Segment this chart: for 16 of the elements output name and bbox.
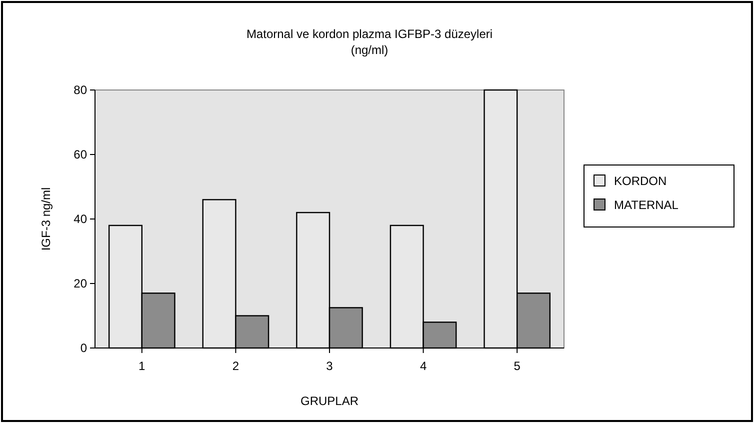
chart-subtitle: (ng/ml) xyxy=(350,43,388,57)
x-axis-title: GRUPLAR xyxy=(300,394,359,408)
x-tick-label: 4 xyxy=(420,359,427,373)
y-tick-label: 0 xyxy=(80,341,88,355)
legend-label: MATERNAL xyxy=(614,198,679,212)
chart-title: Matornal ve kordon plazma IGFBP-3 düzeyleri xyxy=(246,27,493,41)
y-axis-title: IGF-3 ng/ml xyxy=(39,187,53,251)
x-tick-label: 3 xyxy=(326,359,334,373)
y-tick-label: 80 xyxy=(74,83,88,97)
legend-label: KORDON xyxy=(614,174,667,188)
x-tick-label: 2 xyxy=(232,359,240,373)
x-tick-label: 1 xyxy=(138,359,146,373)
x-tick-label: 5 xyxy=(514,359,521,373)
y-tick-label: 20 xyxy=(74,276,88,290)
y-tick-label: 60 xyxy=(74,148,88,162)
y-tick-label: 40 xyxy=(74,212,88,226)
